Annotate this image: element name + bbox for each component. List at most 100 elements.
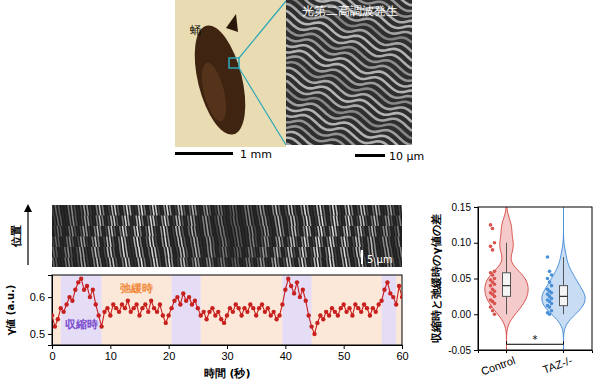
kymograph-stripe xyxy=(164,226,166,237)
kymograph-stripe xyxy=(330,237,332,248)
x-axis-tick-mark xyxy=(227,345,228,349)
kymograph-stripe xyxy=(267,226,269,237)
kymograph-stripe xyxy=(105,205,107,216)
x-axis-tick-label: 50 xyxy=(338,350,350,362)
x-axis-tick: 0 xyxy=(49,345,55,362)
series-marker xyxy=(102,310,106,314)
x-axis-title: 時間 (秒) xyxy=(204,367,251,380)
kymograph-stripe xyxy=(180,258,182,268)
kymograph-stripe xyxy=(318,216,320,227)
series-marker xyxy=(228,306,232,310)
series-marker xyxy=(231,310,235,314)
y-axis-title: γ値 (a.u.) xyxy=(5,285,16,336)
kymograph-stripe xyxy=(60,216,62,227)
x-axis-tick-mark xyxy=(110,345,111,349)
kymograph-stripe xyxy=(167,205,169,216)
kymograph-stripe xyxy=(272,205,274,216)
kymograph-stripe xyxy=(122,216,124,227)
data-point xyxy=(491,309,495,313)
data-point xyxy=(493,295,497,299)
kymograph-stripe xyxy=(174,237,176,248)
kymograph-stripe xyxy=(240,258,242,268)
kymograph-stripe xyxy=(281,258,283,268)
kymograph-stripe xyxy=(358,258,360,268)
kymograph-stripe xyxy=(101,237,103,248)
kymograph-stripe xyxy=(87,216,89,227)
kymograph-stripe xyxy=(213,226,215,237)
kymograph-stripe xyxy=(189,247,191,258)
kymograph-stripe xyxy=(128,216,130,227)
kymograph-stripe xyxy=(243,258,245,268)
kymograph-stripe xyxy=(122,258,124,268)
kymograph-stripe xyxy=(341,237,343,248)
kymograph-stripe xyxy=(301,205,303,216)
kymograph-stripe xyxy=(290,237,292,248)
kymograph-stripe xyxy=(260,247,262,258)
pupa-label: 蛹 xyxy=(190,24,201,37)
series-marker xyxy=(76,280,80,284)
kymograph-stripe xyxy=(81,216,83,227)
kymograph-stripe xyxy=(122,237,124,248)
series-marker xyxy=(178,302,182,306)
kymograph-stripe xyxy=(93,205,95,216)
kymograph-stripe xyxy=(153,258,155,268)
series-marker xyxy=(371,306,375,310)
kymograph-stripe xyxy=(329,247,331,258)
series-marker xyxy=(56,317,60,321)
kymograph-stripe xyxy=(93,258,95,268)
kymograph-stripe xyxy=(278,258,280,268)
kymograph-stripe xyxy=(137,226,139,237)
series-marker xyxy=(254,313,258,317)
kymograph-stripe xyxy=(230,205,232,216)
x-axis-tick-label: 20 xyxy=(163,350,175,362)
kymograph-stripe xyxy=(103,258,105,268)
kymograph-stripe xyxy=(138,258,140,268)
kymograph-stripe xyxy=(227,205,229,216)
kymograph-stripe xyxy=(352,258,354,268)
x-axis-tick-mark xyxy=(169,345,170,349)
kymograph-stripe xyxy=(236,226,238,237)
y-axis-tick-label: 0.10 xyxy=(452,237,472,248)
kymograph-stripe xyxy=(110,237,112,248)
kymograph-stripe xyxy=(53,258,55,268)
kymograph-stripe xyxy=(284,216,286,227)
kymograph-stripe xyxy=(314,205,316,216)
kymograph-stripe xyxy=(310,237,312,248)
kymograph-stripe xyxy=(339,205,341,216)
kymograph-stripe xyxy=(335,226,337,237)
kymograph-stripe xyxy=(326,258,328,268)
series-marker xyxy=(379,299,383,303)
kymograph-stripe xyxy=(162,237,164,248)
kymograph-stripe xyxy=(285,205,287,216)
kymograph-stripe xyxy=(380,237,382,248)
kymograph-stripe xyxy=(136,247,138,258)
kymograph-stripe xyxy=(213,247,215,258)
kymograph-stripe xyxy=(181,237,183,248)
pupa-panel: 蛹1 mm xyxy=(175,0,286,161)
kymograph-stripe xyxy=(106,258,108,268)
kymograph-stripe xyxy=(291,226,293,237)
kymograph-stripe xyxy=(97,226,99,237)
kymograph-stripe xyxy=(366,205,368,216)
kymograph-stripe xyxy=(125,237,127,248)
data-point xyxy=(550,309,554,313)
kymograph-stripe xyxy=(378,205,380,216)
kymograph-stripe xyxy=(122,226,124,237)
kymograph-stripe xyxy=(147,258,149,268)
kymograph-stripe xyxy=(206,237,208,248)
kymograph-stripe xyxy=(314,247,316,258)
kymograph-stripe xyxy=(281,216,283,227)
kymograph-stripe xyxy=(398,237,400,248)
kymograph-stripe xyxy=(374,237,376,248)
kymograph-stripe xyxy=(155,205,157,216)
kymograph-stripe xyxy=(323,205,325,216)
kymograph-stripe xyxy=(81,258,83,268)
kymograph-stripe xyxy=(207,247,209,258)
kymograph-stripe xyxy=(150,205,152,216)
x-axis-tick-mark xyxy=(563,350,564,353)
pupa-photo xyxy=(175,0,286,147)
scale-bar-label: 10 μm xyxy=(389,150,424,163)
kymograph-stripe xyxy=(98,247,100,258)
kymograph-stripe xyxy=(71,205,73,216)
kymograph-stripe xyxy=(246,258,248,268)
